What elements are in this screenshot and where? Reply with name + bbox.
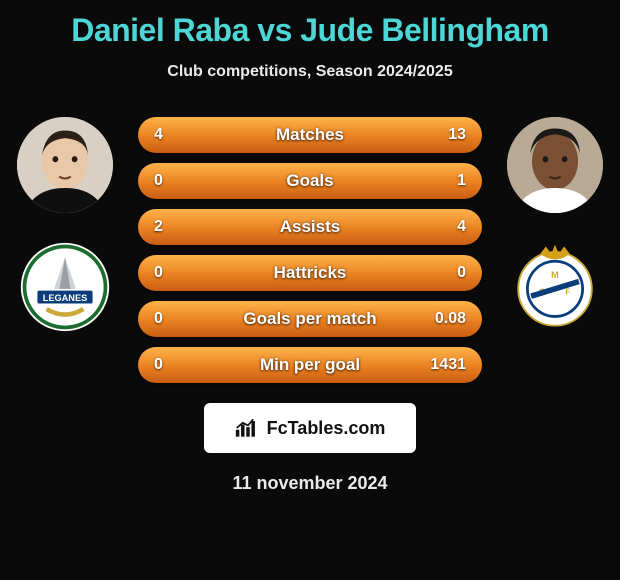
stat-label: Goals [286, 171, 333, 191]
player-head-icon [507, 117, 603, 213]
stat-left-value: 0 [154, 172, 163, 190]
infographic-date: 11 november 2024 [232, 473, 387, 494]
stat-row: 4 Matches 13 [138, 117, 482, 153]
stat-label: Hattricks [274, 263, 347, 283]
stat-left-value: 2 [154, 218, 163, 236]
left-player-avatar [17, 117, 113, 213]
comparison-main-row: LEGANES 4 Matches 13 0 Goals 1 2 Assists 4 0 Hattr… [10, 117, 610, 383]
comparison-subtitle: Club competitions, Season 2024/2025 [167, 63, 452, 81]
club-crest-icon: M C F [509, 241, 601, 333]
stat-right-value: 0.08 [435, 310, 466, 328]
stat-right-value: 4 [457, 218, 466, 236]
stat-right-value: 0 [457, 264, 466, 282]
stat-row: 2 Assists 4 [138, 209, 482, 245]
stat-left-value: 0 [154, 356, 163, 374]
player-head-icon [17, 117, 113, 213]
stat-left-value: 0 [154, 264, 163, 282]
stat-label: Goals per match [243, 309, 376, 329]
left-player-column: LEGANES [10, 117, 120, 333]
stat-left-value: 0 [154, 310, 163, 328]
brand-badge: FcTables.com [204, 403, 416, 453]
svg-text:F: F [565, 287, 570, 296]
stat-right-value: 1 [457, 172, 466, 190]
stat-label: Assists [280, 217, 340, 237]
stat-label: Min per goal [260, 355, 360, 375]
comparison-title: Daniel Raba vs Jude Bellingham [71, 12, 549, 49]
right-player-avatar [507, 117, 603, 213]
stats-column: 4 Matches 13 0 Goals 1 2 Assists 4 0 Hattricks 0 0 Go… [120, 117, 500, 383]
brand-text: FcTables.com [267, 418, 386, 439]
brand-logo-icon [235, 417, 261, 439]
left-club-badge: LEGANES [19, 241, 111, 333]
right-club-badge: M C F [509, 241, 601, 333]
stat-row: 0 Min per goal 1431 [138, 347, 482, 383]
club-crest-icon: LEGANES [19, 241, 111, 333]
stat-left-value: 4 [154, 126, 163, 144]
svg-text:M: M [551, 270, 559, 280]
stat-right-value: 13 [448, 126, 466, 144]
stat-label: Matches [276, 125, 344, 145]
right-player-column: M C F [500, 117, 610, 333]
stat-row: 0 Goals 1 [138, 163, 482, 199]
svg-text:LEGANES: LEGANES [43, 293, 87, 303]
stat-row: 0 Hattricks 0 [138, 255, 482, 291]
stat-right-value: 1431 [430, 356, 466, 374]
stat-row: 0 Goals per match 0.08 [138, 301, 482, 337]
